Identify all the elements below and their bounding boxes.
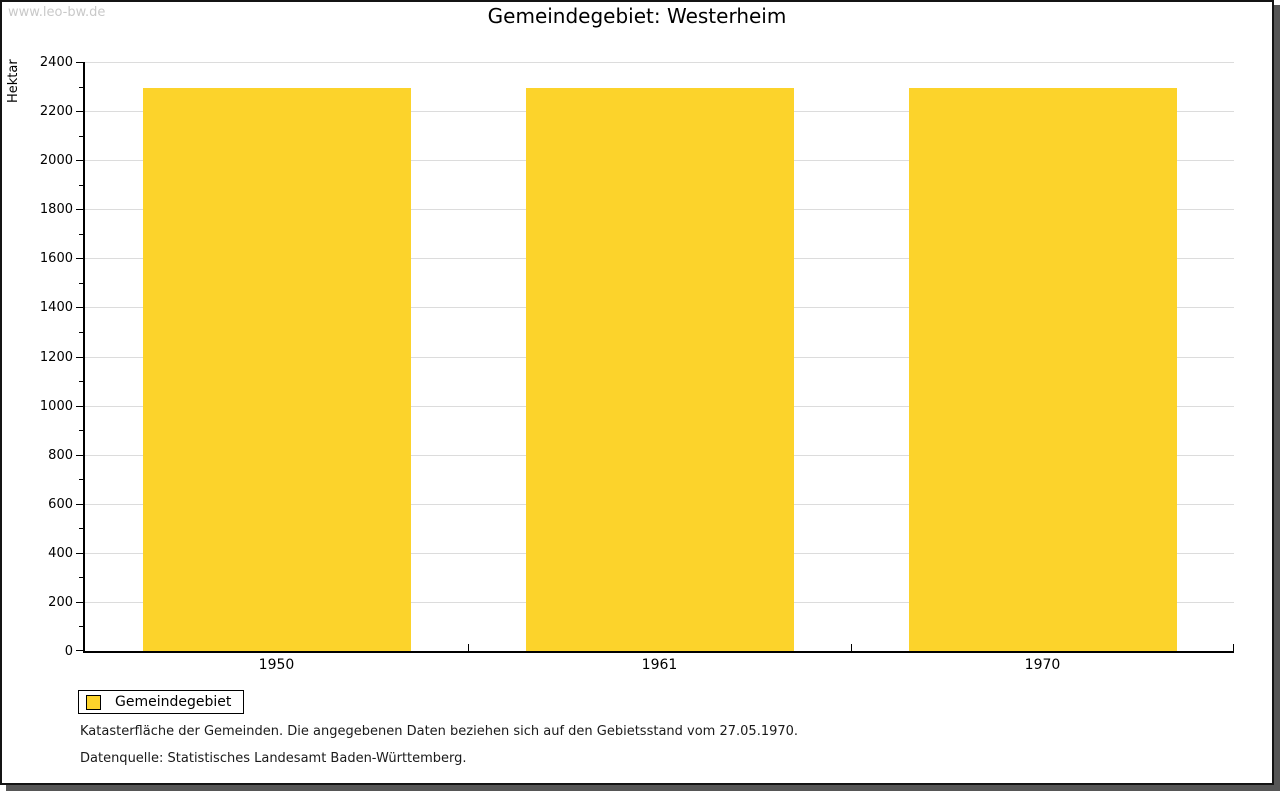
y-major-tick [76,307,83,309]
y-minor-tick [79,577,83,579]
y-minor-tick [79,331,83,333]
y-major-tick [76,356,83,358]
y-minor-tick [79,86,83,88]
legend-box: Gemeindegebiet [78,690,245,714]
y-minor-tick [79,233,83,235]
y-major-tick [76,503,83,505]
x-tick-label: 1961 [641,657,678,673]
y-major-tick [76,552,83,554]
x-tick-label: 1970 [1024,657,1061,673]
y-tick-label: 1200 [39,349,73,365]
y-major-tick [76,62,83,63]
plot-area: 0 200 400 600 800 1000 1200 1400 1600 1800 2000 220… [40,56,1234,673]
y-tick-label: 600 [48,496,73,512]
y-tick-label: 200 [48,594,73,610]
gridline [85,62,1234,63]
x-tick-label: 1950 [258,657,295,673]
y-major-tick [76,209,83,211]
footnote-source-note: Katasterfläche der Gemeinden. Die angege… [80,724,799,739]
y-tick-label: 1600 [39,251,73,267]
y-tick-label: 400 [48,545,73,561]
y-major-tick [76,160,83,162]
footnote-data-source: Datenquelle: Statistisches Landesamt Bad… [80,751,467,766]
legend-swatch [86,694,101,710]
y-tick-label: 800 [48,447,73,463]
y-tick-label: 0 [64,644,73,659]
y-major-tick [76,405,83,407]
x-boundary-tick [851,644,852,651]
y-tick-label: 2400 [39,55,73,70]
y-major-tick [76,601,83,603]
y-minor-tick [79,381,83,383]
legend-label: Gemeindegebiet [115,694,232,710]
y-minor-tick [79,282,83,284]
y-major-tick [76,258,83,260]
y-minor-tick [79,430,83,432]
y-minor-tick [79,528,83,530]
y-major-tick [76,111,83,113]
frame-shadow-bottom [6,785,1280,791]
y-minor-tick [79,626,83,628]
y-minor-tick [79,479,83,481]
chart-title: Gemeindegebiet: Westerheim [487,4,787,28]
y-tick-label: 2200 [39,104,73,120]
y-tick-label: 1400 [39,300,73,316]
y-tick-label: 1000 [39,398,73,414]
y-minor-tick [79,184,83,186]
x-boundary-tick [468,644,469,651]
y-minor-tick [79,135,83,137]
bar-1961 [526,88,794,651]
bar-1970 [909,88,1177,651]
x-boundary-tick [1233,644,1234,651]
frame-shadow-right [1274,5,1280,791]
y-tick-label: 1800 [39,202,73,218]
bar-1950 [143,88,411,651]
y-major-tick [76,454,83,456]
y-tick-label: 2000 [39,153,73,169]
y-major-tick [76,650,83,651]
watermark: www.leo-bw.de [8,5,106,20]
